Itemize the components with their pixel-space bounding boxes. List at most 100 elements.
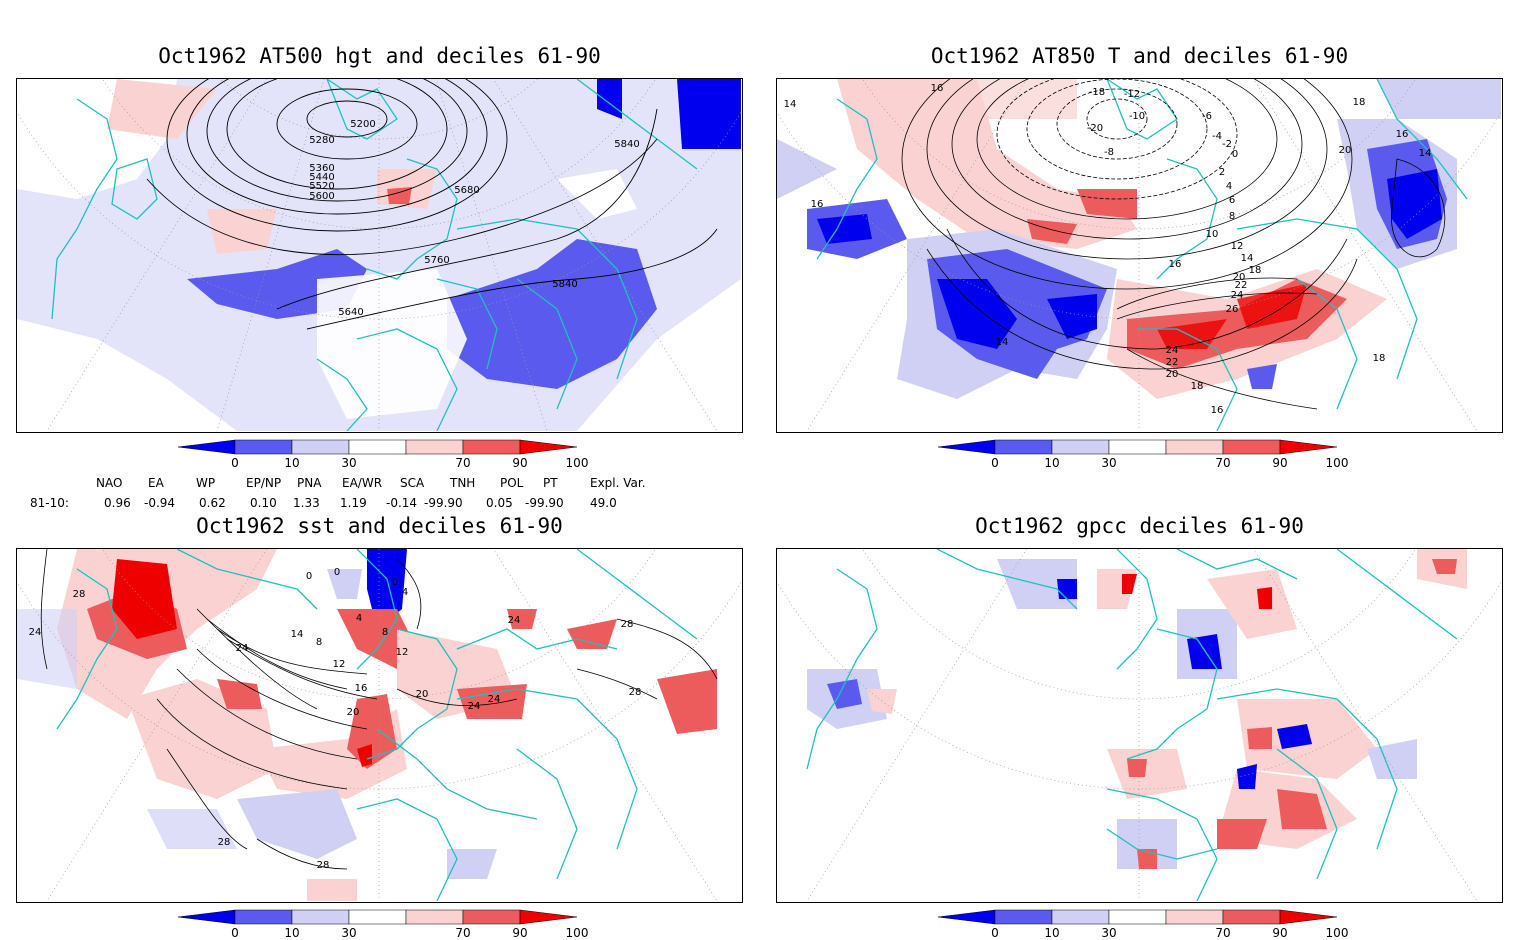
colorbar-tick-label: 10: [284, 456, 299, 470]
colorbar-tick-label: 0: [991, 456, 999, 470]
colorbar-segment: [291, 439, 350, 455]
colorbar-tick-label: 90: [1272, 926, 1287, 940]
colorbar-tick-label: 70: [455, 926, 470, 940]
colorbar-segment: [1051, 439, 1110, 455]
svg-text:0: 0: [334, 567, 340, 578]
colorbar-segment: [1051, 909, 1110, 925]
colorbar-segment: [1108, 439, 1167, 455]
svg-text:5840: 5840: [552, 279, 577, 290]
colorbar-gpcc: 0 10 30 70 90 100: [937, 909, 1349, 940]
map-panel-sst: 28 24 0 0 0 4 4 8 8 12 12 14 16 20 20 24…: [16, 548, 743, 903]
colorbar-tick-label: 30: [341, 926, 356, 940]
svg-text:5440: 5440: [309, 172, 334, 183]
svg-text:5360: 5360: [309, 163, 334, 174]
index-header: SCA: [400, 476, 425, 490]
svg-text:24: 24: [508, 615, 521, 626]
colorbar-segment: [994, 909, 1053, 925]
index-value: -0.14: [386, 496, 418, 510]
colorbar-tick-label: 10: [1044, 926, 1059, 940]
index-value: 49.0: [590, 496, 617, 510]
svg-text:16: 16: [811, 199, 824, 210]
colorbar-tick-label: 0: [991, 926, 999, 940]
colorbar-segment: [1165, 909, 1224, 925]
svg-text:12: 12: [333, 659, 346, 670]
svg-text:-20: -20: [1087, 123, 1103, 134]
colorbar-tick-label: 70: [1215, 926, 1230, 940]
index-value: -99.90: [525, 496, 564, 510]
svg-text:4: 4: [1226, 181, 1232, 192]
svg-text:16: 16: [1396, 129, 1409, 140]
coastlines: [56, 549, 698, 901]
height-contours: [146, 79, 718, 330]
colorbar-segment: [405, 909, 464, 925]
svg-text:0: 0: [306, 571, 312, 582]
svg-text:0: 0: [1232, 149, 1238, 160]
svg-text:16: 16: [931, 83, 944, 94]
svg-text:4: 4: [356, 613, 362, 624]
colorbar-tick-label: 0: [231, 926, 239, 940]
index-header: PT: [543, 476, 558, 490]
index-value: 0.10: [250, 496, 277, 510]
colorbar-tick-label: 70: [455, 456, 470, 470]
svg-text:20: 20: [416, 689, 429, 700]
colorbar-segment: [177, 909, 236, 925]
temperature-contours: [901, 79, 1446, 410]
colorbar-segment: [519, 439, 578, 455]
colorbar-segment: [994, 439, 1053, 455]
svg-text:20: 20: [1339, 145, 1352, 156]
svg-text:28: 28: [317, 860, 330, 871]
svg-text:26: 26: [1226, 304, 1239, 315]
svg-text:24: 24: [1166, 345, 1179, 356]
colorbar-segment: [234, 909, 293, 925]
svg-text:6: 6: [1229, 195, 1235, 206]
colorbar-segment: [1165, 439, 1224, 455]
colorbar-tick-label: 30: [1101, 926, 1116, 940]
colorbar-segment: [1222, 439, 1281, 455]
colorbar-tick-label: 10: [1044, 456, 1059, 470]
colorbar-tick-label: 30: [1101, 456, 1116, 470]
index-value: 0.62: [199, 496, 226, 510]
index-value: 1.19: [340, 496, 367, 510]
svg-text:5200: 5200: [350, 119, 375, 130]
svg-text:8: 8: [382, 627, 388, 638]
svg-text:22: 22: [1235, 280, 1248, 291]
colorbar-tick-label: 100: [1326, 926, 1349, 940]
colorbar-segment: [177, 439, 236, 455]
svg-text:14: 14: [291, 629, 304, 640]
colorbar-tick-label: 70: [1215, 456, 1230, 470]
colorbar-segment: [519, 909, 578, 925]
svg-text:5640: 5640: [338, 307, 363, 318]
index-value: 1.33: [293, 496, 320, 510]
svg-text:-2: -2: [1222, 139, 1232, 150]
colorbar-tick-label: 100: [566, 456, 589, 470]
colorbar-segment: [1279, 909, 1338, 925]
svg-text:2: 2: [1219, 167, 1225, 178]
index-value: 0.96: [104, 496, 131, 510]
index-header: TNH: [450, 476, 476, 490]
colorbar-segment: [291, 909, 350, 925]
colorbar-segment: [234, 439, 293, 455]
svg-text:12: 12: [396, 647, 409, 658]
index-value-row: 81-10: 0.96 -0.94 0.62 0.10 1.33 1.19 -0.14 -99.…: [0, 496, 700, 512]
colorbar-tick-label: 100: [1326, 456, 1349, 470]
colorbar-segment: [937, 909, 996, 925]
colorbar-tick-label: 90: [1272, 456, 1287, 470]
svg-text:14: 14: [1241, 253, 1254, 264]
svg-text:5760: 5760: [424, 255, 449, 266]
colorbar-tick-label: 90: [512, 456, 527, 470]
svg-text:16: 16: [1169, 259, 1182, 270]
colorbar-tick-label: 10: [284, 926, 299, 940]
index-header: EA/WR: [342, 476, 383, 490]
svg-text:8: 8: [1229, 211, 1235, 222]
svg-text:18: 18: [1191, 381, 1204, 392]
svg-text:5840: 5840: [614, 139, 639, 150]
svg-text:20: 20: [1166, 369, 1179, 380]
svg-text:0: 0: [392, 577, 398, 588]
svg-text:-4: -4: [1212, 131, 1222, 142]
panel-title-sst: Oct1962 sst and deciles 61-90: [196, 514, 563, 538]
svg-text:14: 14: [1419, 148, 1432, 159]
panel-title-t850: Oct1962 AT850 T and deciles 61-90: [930, 44, 1349, 68]
contour-labels: 5200 5280 5360 5440 5520 5600 5680 5760 …: [309, 119, 639, 318]
colorbar-tick-label: 30: [341, 456, 356, 470]
svg-text:28: 28: [621, 619, 634, 630]
